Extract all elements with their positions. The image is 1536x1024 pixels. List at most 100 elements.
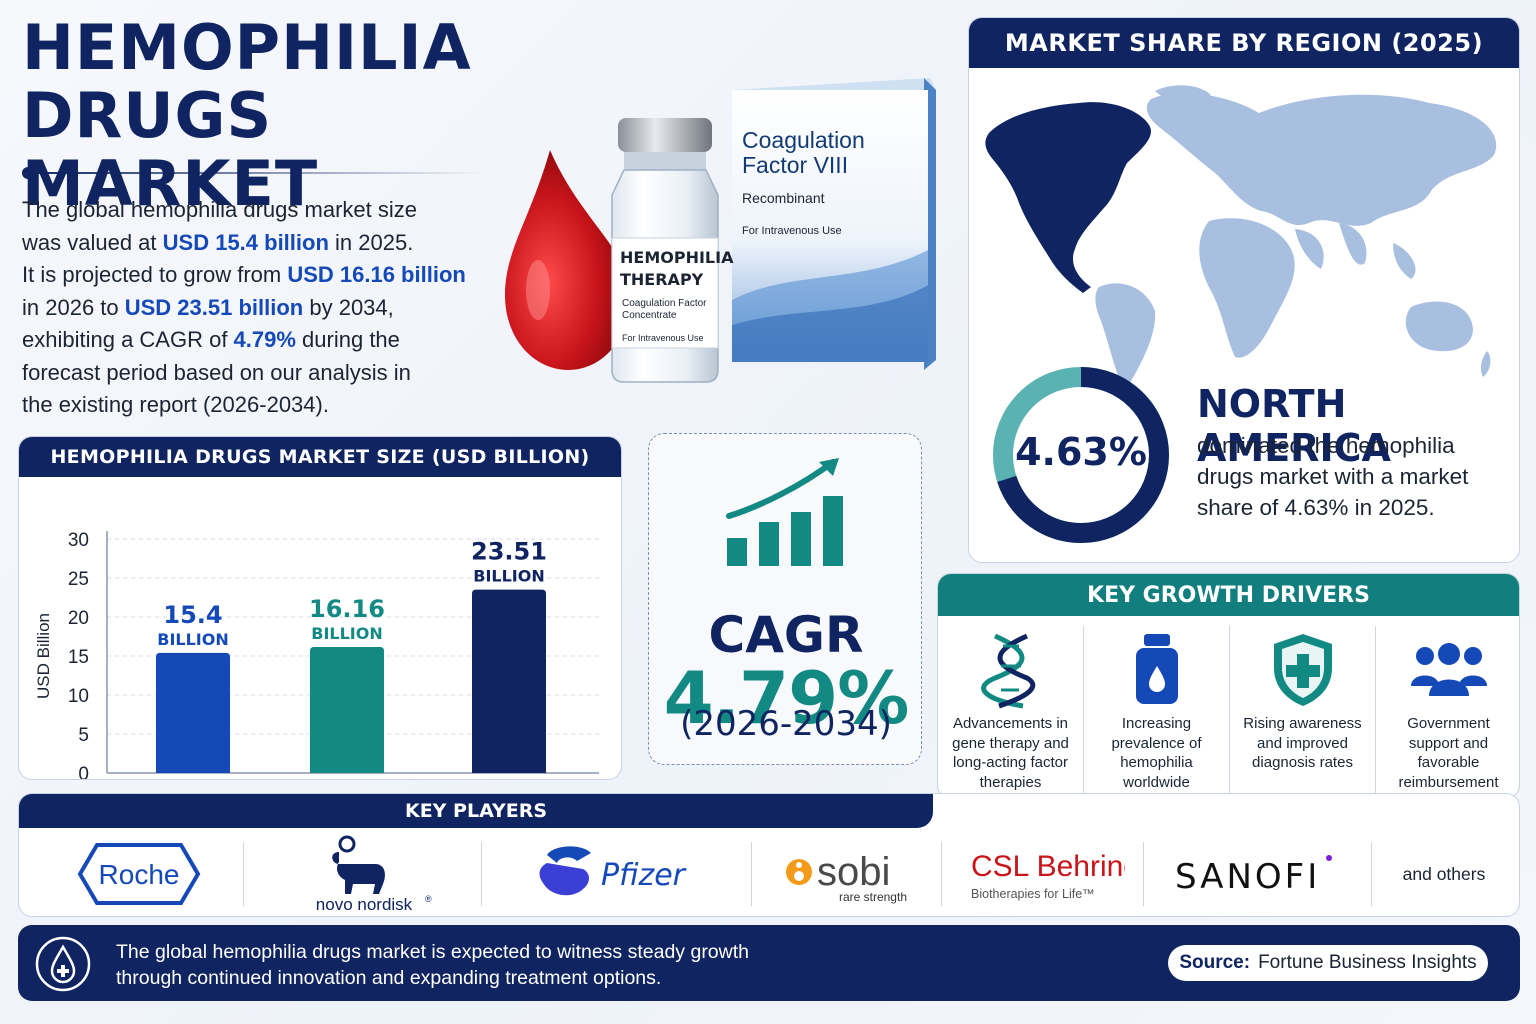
sanofi-logo-text: SANOFI	[1175, 857, 1320, 897]
players-title: KEY PLAYERS	[19, 794, 933, 828]
title-divider-dot	[22, 167, 34, 179]
pfizer-logo: Pfizer	[533, 834, 703, 914]
box-title-1: Coagulation	[742, 127, 865, 153]
drivers-list: Advancements in gene therapy and long-ac…	[938, 626, 1519, 798]
intro-text: The global hemophilia drugs market size	[22, 197, 417, 222]
driver-item: Increasing prevalence of hemophilia worl…	[1083, 626, 1229, 798]
novo-logo-text: novo nordisk	[316, 895, 413, 914]
intro-line: the existing report (2026-2034).	[22, 389, 492, 422]
y-tick-label: 0	[78, 764, 89, 779]
footer-banner: The global hemophilia drugs market is ex…	[18, 925, 1520, 1001]
roche-logo: Roche	[69, 834, 209, 914]
csl-behring-logo: CSL Behring Biotherapies for Life™	[965, 834, 1125, 914]
vial-sub-2: Concentrate	[622, 310, 677, 321]
csl-logo-text: CSL Behring	[971, 850, 1125, 883]
region-share-card: MARKET SHARE BY REGION (2025) 4.63% NORT…	[968, 17, 1520, 563]
intro-text: It is projected to grow from	[22, 262, 288, 287]
novo-nordisk-logo: novo nordisk ®	[289, 834, 439, 914]
drop-plus-icon	[35, 936, 91, 992]
intro-line: forecast period based on our analysis in	[22, 357, 492, 390]
cagr-card: CAGR 4.79% (2026-2034)	[648, 433, 922, 765]
box-sub: Recombinant	[742, 190, 825, 206]
intro-text: forecast period based on our analysis in	[22, 359, 411, 385]
region-card-title: MARKET SHARE BY REGION (2025)	[969, 18, 1519, 68]
bar-value-label: 16.16	[309, 595, 385, 623]
growth-drivers-card: KEY GROWTH DRIVERS Advancements in gene …	[937, 573, 1520, 799]
y-tick-label: 25	[68, 569, 89, 590]
footer-line-1: The global hemophilia drugs market is ex…	[116, 941, 749, 963]
driver-text: Government support and favorable reimbur…	[1398, 715, 1499, 798]
novo-logo-mark: ®	[425, 894, 432, 904]
sanofi-logo: SANOFI	[1167, 834, 1347, 914]
value-2034: USD 23.51 billion	[124, 294, 304, 320]
sobi-tagline: rare strength	[839, 890, 907, 904]
logo-divider	[941, 842, 942, 906]
y-axis-label: USD Billion	[34, 613, 53, 699]
key-players-card: KEY PLAYERS Roche novo nordisk ® Pfizer	[18, 793, 1520, 917]
shield-cross-icon	[1230, 626, 1375, 714]
intro-text: the existing report (2026-2034).	[22, 392, 329, 417]
donut-share-arc	[993, 367, 1169, 543]
driver-text: Increasing prevalence of hemophilia worl…	[1111, 715, 1202, 791]
cagr-period: (2026-2034)	[680, 704, 892, 744]
intro-text: in 2026 to	[22, 294, 125, 320]
page-title: HEMOPHILIA DRUGS MARKET	[22, 14, 642, 218]
sobi-logo-text: sobi	[817, 850, 890, 894]
bar-unit-label: BILLION	[311, 624, 382, 643]
driver-item: Government support and favorable reimbur…	[1375, 626, 1519, 798]
intro-line: It is projected to grow from USD 16.16 b…	[22, 259, 492, 292]
intro-text: during the	[295, 327, 400, 352]
title-line-2: MARKET	[22, 147, 319, 220]
driver-text: Rising awareness and improved diagnosis …	[1243, 715, 1362, 771]
driver-item: Advancements in gene therapy and long-ac…	[938, 626, 1083, 798]
intro-line: was valued at USD 15.4 billion in 2025.	[22, 227, 492, 260]
vial-label-2: THERAPY	[620, 270, 704, 289]
value-2026: USD 16.16 billion	[287, 262, 466, 287]
y-tick-label: 10	[68, 686, 89, 707]
footer-line-2: through continued innovation and expandi…	[116, 967, 662, 989]
box-use: For Intravenous Use	[742, 225, 842, 237]
bar-unit-label: BILLION	[473, 567, 544, 586]
region-share-donut	[993, 367, 1169, 543]
value-2025: USD 15.4 billion	[162, 229, 329, 255]
logo-divider	[243, 842, 244, 906]
others-label: and others	[1402, 863, 1486, 884]
y-tick-label: 20	[68, 608, 89, 629]
world-map	[985, 85, 1497, 391]
intro-line: exhibiting a CAGR of 4.79% during the	[22, 324, 492, 357]
vial-use: For Intravenous Use	[622, 333, 704, 343]
bar-2026	[310, 646, 384, 773]
logo-divider	[1371, 842, 1372, 906]
people-group-icon	[1376, 626, 1519, 714]
pfizer-logo-text: Pfizer	[601, 858, 687, 893]
intro-text: was valued at	[22, 229, 163, 255]
bar-unit-label: BILLION	[157, 630, 228, 649]
cagr-label: CAGR	[708, 606, 864, 664]
intro-text: by 2034,	[303, 294, 394, 320]
bar-value-label: 15.4	[163, 601, 222, 629]
source-key: Source:	[1179, 952, 1251, 973]
csl-tagline: Biotherapies for Life™	[971, 887, 1095, 901]
bar-2034	[472, 589, 546, 773]
vial-illustration: HEMOPHILIA THERAPY Coagulation Factor Co…	[611, 118, 734, 383]
driver-text: Advancements in gene therapy and long-ac…	[952, 715, 1069, 791]
intro-text: exhibiting a CAGR of	[22, 327, 234, 352]
source-badge: Source: Fortune Business Insights	[1168, 945, 1488, 981]
intro-line: in 2026 to USD 23.51 billion by 2034,	[22, 292, 492, 325]
hero-illustration: Coagulation Factor VIII Recombinant For …	[505, 78, 936, 383]
intro-paragraph: The global hemophilia drugs market size …	[22, 194, 492, 422]
footer-text: The global hemophilia drugs market is ex…	[116, 939, 836, 991]
title-divider	[24, 172, 484, 174]
north-america-highlight	[985, 102, 1151, 293]
y-tick-label: 30	[68, 530, 89, 551]
world-map-other-regions	[1095, 85, 1497, 391]
cagr-value: 4.79%	[663, 656, 910, 740]
drivers-title: KEY GROWTH DRIVERS	[938, 574, 1519, 616]
sobi-logo: sobi rare strength	[783, 834, 923, 914]
donut-share-label: 4.63%	[1015, 430, 1147, 474]
vial-label-1: HEMOPHILIA	[620, 248, 734, 267]
box-title-2: Factor VIII	[742, 152, 848, 178]
chart-title: HEMOPHILIA DRUGS MARKET SIZE (USD BILLIO…	[19, 437, 621, 477]
title-line-1: HEMOPHILIA DRUGS	[22, 11, 472, 152]
